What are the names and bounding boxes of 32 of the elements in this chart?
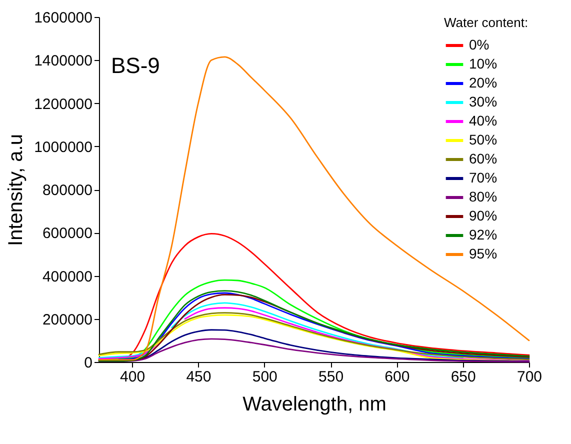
legend-label: 0% xyxy=(469,36,490,52)
x-tick-label: 500 xyxy=(252,368,278,386)
legend-label: 10% xyxy=(469,56,498,72)
y-tick-label: 400000 xyxy=(42,268,92,286)
y-tick-label: 1000000 xyxy=(34,138,92,156)
legend-label: 70% xyxy=(469,170,498,186)
legend-label: 80% xyxy=(469,188,498,204)
y-tick-label: 1200000 xyxy=(34,96,92,113)
y-tick-label: 800000 xyxy=(42,182,92,199)
x-tick-label: 700 xyxy=(516,368,542,386)
y-tick-label: 1400000 xyxy=(34,52,92,70)
x-tick-label: 450 xyxy=(186,368,212,386)
legend-label: 92% xyxy=(469,226,498,242)
text: BS-9 xyxy=(111,53,160,78)
x-axis-title: Wavelength, nm xyxy=(242,394,386,416)
legend-label: 60% xyxy=(469,150,498,166)
legend-label: 20% xyxy=(469,74,498,90)
legend-label: 40% xyxy=(469,112,498,128)
x-tick-label: 650 xyxy=(450,368,476,386)
legend-label: 30% xyxy=(469,94,498,110)
legend-label: 95% xyxy=(469,246,498,262)
x-tick-label: 400 xyxy=(120,368,146,386)
y-tick-label: 600000 xyxy=(42,225,92,242)
y-tick-label: 1600000 xyxy=(34,10,92,26)
x-tick-label: 550 xyxy=(318,368,344,386)
y-tick-label: 200000 xyxy=(42,311,92,328)
x-tick-label: 600 xyxy=(384,368,410,386)
legend-label: 50% xyxy=(469,132,498,148)
legend-title: Water content: xyxy=(444,15,528,30)
y-axis-title: Intensity, a.u xyxy=(5,134,28,246)
y-tick-label: 0 xyxy=(84,354,92,372)
legend-label: 90% xyxy=(469,208,498,224)
